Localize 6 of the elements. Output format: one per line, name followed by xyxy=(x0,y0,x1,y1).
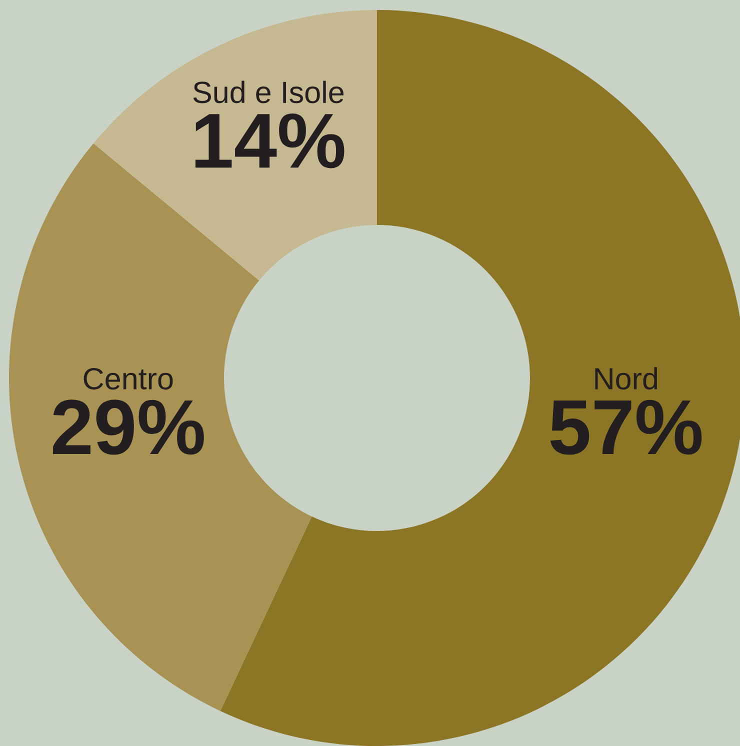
data-label: 14% xyxy=(195,114,344,168)
slice-label: Sud e Isole xyxy=(193,80,344,104)
data-label: 57% xyxy=(550,400,702,455)
data-label: 29% xyxy=(53,400,204,455)
slice-label: Nord xyxy=(595,367,658,390)
slice-label: Centro xyxy=(84,368,173,390)
